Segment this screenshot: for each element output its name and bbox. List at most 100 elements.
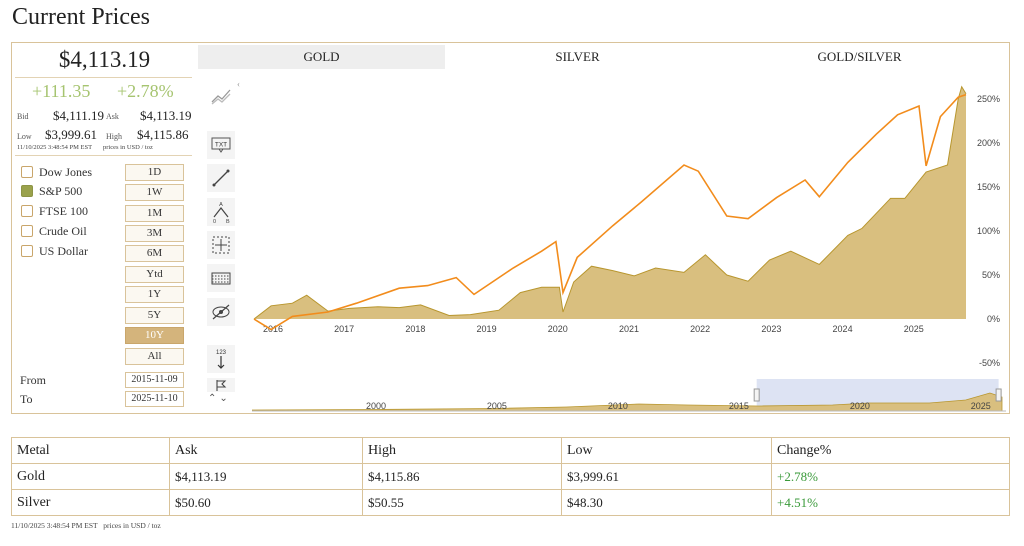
- range-3m-button[interactable]: 3M: [125, 225, 184, 242]
- range-5y-button[interactable]: 5Y: [125, 307, 184, 324]
- y-tick-label: 50%: [982, 270, 1000, 280]
- compare-us-dollar[interactable]: US Dollar: [21, 243, 88, 259]
- header-change: Change%: [771, 437, 1010, 464]
- compare-sp500[interactable]: S&P 500: [21, 183, 82, 199]
- gold-area: [254, 86, 966, 319]
- high-value: $4,115.86: [137, 127, 189, 142]
- indicators-icon[interactable]: [207, 83, 235, 111]
- x-tick-label: 2021: [619, 324, 639, 334]
- checkbox-icon[interactable]: [21, 166, 33, 178]
- high-label: High: [106, 132, 122, 141]
- compare-ftse-100[interactable]: FTSE 100: [21, 203, 88, 219]
- navigator-tick-label: 2010: [608, 401, 628, 411]
- y-tick-label: 100%: [977, 226, 1000, 236]
- tab-gold[interactable]: GOLD: [198, 45, 445, 69]
- table-units: prices in USD / toz: [103, 521, 161, 530]
- gold-line: [253, 85, 967, 320]
- checkbox-icon[interactable]: [21, 225, 33, 237]
- toolbar-scroll-arrows-icon[interactable]: ⌃⌄: [208, 393, 231, 404]
- to-label: To: [20, 392, 33, 406]
- checkbox-checked-icon[interactable]: [21, 185, 33, 197]
- trend-line-icon[interactable]: [207, 164, 235, 192]
- range-ytd-button[interactable]: Ytd: [125, 266, 184, 283]
- navigator-tick-label: 2025: [971, 401, 991, 411]
- cell-ask: $50.60: [169, 489, 363, 516]
- svg-text:A: A: [219, 202, 223, 208]
- cell-low: $48.30: [561, 489, 772, 516]
- compare-label: Dow Jones: [39, 164, 92, 179]
- divider: [15, 155, 192, 156]
- compare-label: Crude Oil: [39, 223, 87, 238]
- cell-change: +4.51%: [771, 489, 1010, 516]
- scale-label: 123: [216, 350, 227, 356]
- x-tick-label: 2024: [833, 324, 853, 334]
- flag-icon[interactable]: [207, 378, 235, 392]
- table-header-row: Metal Ask High Low Change%: [11, 437, 1010, 464]
- y-tick-label: -50%: [979, 358, 1000, 368]
- compare-dow-jones[interactable]: Dow Jones: [21, 164, 92, 180]
- tab-silver[interactable]: SILVER: [555, 49, 600, 64]
- to-date-input[interactable]: 2025-11-10: [125, 391, 184, 407]
- navigator-tick-label: 2000: [366, 401, 386, 411]
- y-tick-label: 150%: [977, 182, 1000, 192]
- from-label: From: [20, 373, 47, 387]
- range-6m-button[interactable]: 6M: [125, 245, 184, 262]
- low-value: $3,999.61: [45, 127, 97, 142]
- header-low: Low: [561, 437, 772, 464]
- price-chart[interactable]: 250%200%150%100%50%0%-50%2016 2017 2018 201…: [248, 71, 1008, 369]
- range-all-button[interactable]: All: [125, 348, 184, 365]
- x-tick-label: 2018: [405, 324, 425, 334]
- chevron-left-icon[interactable]: ‹: [237, 79, 240, 89]
- range-1y-button[interactable]: 1Y: [125, 286, 184, 303]
- bid-label: Bid: [17, 112, 29, 121]
- table-timestamp: 11/10/2025 3:48:54 PM EST: [11, 521, 98, 530]
- y-tick-label: 0%: [987, 314, 1000, 324]
- current-price: $4,113.19: [58, 47, 151, 72]
- checkbox-icon[interactable]: [21, 245, 33, 257]
- price-chart-widget: $4,113.19 +111.35 +2.78% Bid $4,111.19 A…: [11, 42, 1010, 414]
- range-1w-button[interactable]: 1W: [125, 184, 184, 201]
- x-tick-label: 2023: [761, 324, 781, 334]
- change-absolute: +111.35: [32, 81, 91, 101]
- cell-high: $50.55: [362, 489, 562, 516]
- cell-change: +2.78%: [771, 463, 1010, 490]
- compare-label: US Dollar: [39, 243, 88, 258]
- sp500-line: [253, 93, 967, 331]
- cell-metal: Silver: [11, 489, 170, 516]
- navigator-tick-label: 2015: [729, 401, 749, 411]
- checkbox-icon[interactable]: [21, 205, 33, 217]
- quote-panel: $4,113.19 +111.35 +2.78% Bid $4,111.19 A…: [12, 43, 197, 413]
- x-tick-label: 2025: [904, 324, 924, 334]
- bid-value: $4,111.19: [53, 108, 105, 123]
- hide-drawings-icon[interactable]: [207, 298, 235, 326]
- text-annotation-icon[interactable]: TXT: [207, 131, 235, 159]
- ask-label: Ask: [106, 112, 119, 121]
- navigator-tick-label: 2020: [850, 401, 870, 411]
- svg-text:0: 0: [213, 219, 216, 225]
- txt-label: TXT: [215, 142, 227, 149]
- header-ask: Ask: [169, 437, 363, 464]
- measure-icon[interactable]: [207, 264, 235, 292]
- fibonacci-icon[interactable]: A 0 B: [207, 198, 235, 226]
- compare-crude-oil[interactable]: Crude Oil: [21, 223, 87, 239]
- page-title: Current Prices: [12, 4, 150, 30]
- x-tick-label: 2020: [548, 324, 568, 334]
- range-1m-button[interactable]: 1M: [125, 205, 184, 222]
- range-10y-button[interactable]: 10Y: [125, 327, 184, 344]
- range-1d-button[interactable]: 1D: [125, 164, 184, 181]
- change-percent: +2.78%: [117, 81, 174, 101]
- crosshair-icon[interactable]: [207, 231, 235, 259]
- divider: [15, 77, 192, 78]
- chart-navigator[interactable]: 2000 2005 2010 2015 2020 2025: [252, 379, 1006, 415]
- metal-prices-table: Metal Ask High Low Change% Gold $4,113.1…: [11, 437, 1010, 516]
- y-tick-label: 200%: [977, 138, 1000, 148]
- from-date-input[interactable]: 2015-11-09: [125, 372, 184, 388]
- table-footer-note: 11/10/2025 3:48:54 PM EST prices in USD …: [11, 521, 161, 530]
- navigator-handle: [995, 388, 1002, 402]
- cell-metal: Gold: [11, 463, 170, 490]
- low-label: Low: [17, 132, 32, 141]
- y-tick-label: 250%: [977, 94, 1000, 104]
- header-high: High: [362, 437, 562, 464]
- tab-gold-silver[interactable]: GOLD/SILVER: [817, 49, 902, 64]
- scale-123-icon[interactable]: 123: [207, 345, 235, 373]
